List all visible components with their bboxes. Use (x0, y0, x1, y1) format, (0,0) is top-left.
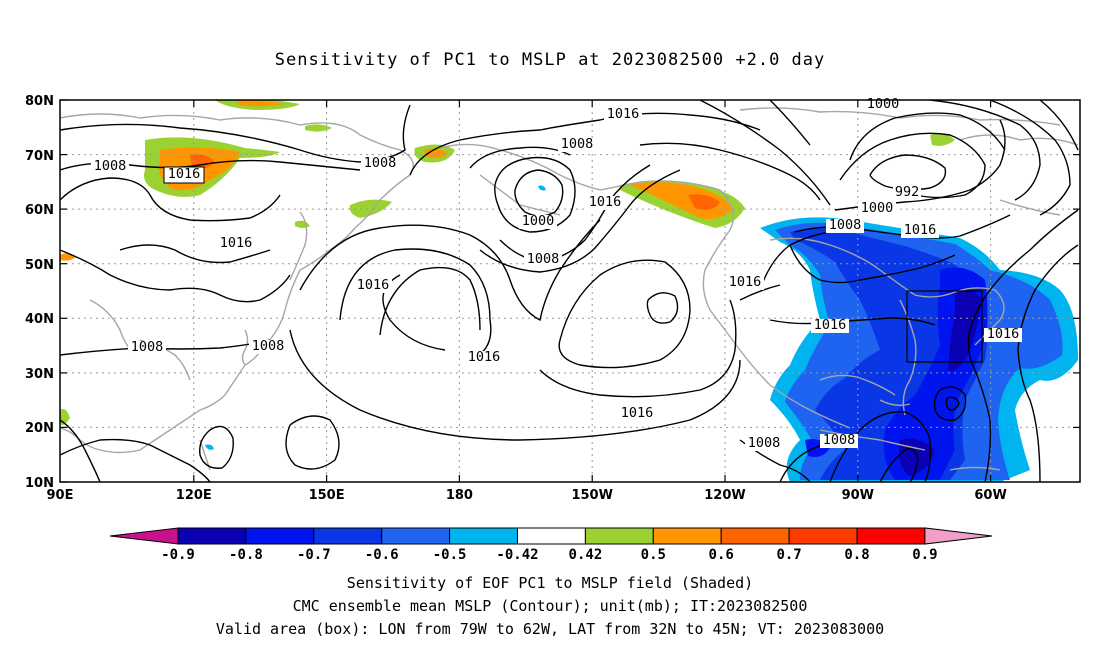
lat-label: 20N (25, 421, 54, 436)
lon-label: 150W (571, 488, 612, 503)
colorbar-label: 0.42 (569, 547, 603, 563)
map-frame (59, 99, 1081, 483)
contour-label: 992 (895, 184, 919, 200)
contour-label: 1016 (357, 277, 390, 293)
axis-ticks (60, 99, 1080, 483)
contour-label: 1008 (364, 155, 397, 171)
colorbar-swatch (856, 527, 926, 545)
colorbar-label: 0.6 (709, 547, 734, 563)
colorbar-label: -0.9 (161, 547, 195, 563)
contour-label: 1016 (220, 235, 253, 251)
latitude-labels: 80N 70N 60N 50N 40N 30N 20N 10N (25, 94, 54, 491)
coastlines (60, 107, 1079, 471)
contour-label: 1016 (607, 106, 640, 122)
caption-line-2: CMC ensemble mean MSLP (Contour); unit(m… (292, 597, 808, 615)
contour-label: 1016 (987, 326, 1020, 342)
colorbar: -0.9 -0.8 -0.7 -0.6 -0.5 -0.42 0.42 0.5 … (109, 527, 993, 563)
lat-label: 30N (25, 367, 54, 382)
colorbar-label: 0.7 (776, 547, 801, 563)
lat-label: 70N (25, 149, 54, 164)
colorbar-label: -0.42 (496, 547, 538, 563)
contour-label: 1016 (168, 166, 201, 182)
lon-label: 180 (446, 488, 473, 503)
contour-label: 1000 (522, 213, 555, 229)
lon-label: 90E (47, 488, 74, 503)
lat-label: 40N (25, 312, 54, 327)
contour-label: 1008 (561, 136, 594, 152)
map-title: Sensitivity of PC1 to MSLP at 2023082500… (274, 50, 826, 70)
colorbar-swatch (245, 527, 315, 545)
lon-label: 120W (704, 488, 745, 503)
contour-label: 1008 (131, 339, 164, 355)
contour-label: 1008 (94, 158, 127, 174)
contour-label: 1016 (729, 274, 762, 290)
lon-label: 90W (842, 488, 874, 503)
contour-label: 1016 (621, 405, 654, 421)
contour-label: 1016 (814, 317, 847, 333)
colorbar-label: -0.5 (433, 547, 467, 563)
lat-label: 10N (25, 476, 54, 491)
colorbar-swatch (177, 527, 247, 545)
caption-line-3: Valid area (box): LON from 79W to 62W, L… (215, 620, 885, 638)
contour-label: 1000 (867, 96, 900, 112)
contour-label: 1008 (829, 217, 862, 233)
contour-label: 1016 (468, 349, 501, 365)
colorbar-swatch (788, 527, 858, 545)
lon-label: 120E (176, 488, 212, 503)
colorbar-swatch (720, 527, 790, 545)
contour-label: 1016 (904, 222, 937, 238)
colorbar-swatch (517, 527, 586, 545)
colorbar-label: 0.5 (641, 547, 666, 563)
contour-label: 1000 (861, 200, 894, 216)
contour-label: 1016 (589, 194, 622, 210)
lon-label: 60W (974, 488, 1006, 503)
lat-label: 80N (25, 94, 54, 109)
contour-label: 1008 (252, 338, 285, 354)
colorbar-label: -0.6 (365, 547, 399, 563)
contour-labels: 1016 1000 1008 1008 1016 1008 992 1000 1… (91, 96, 1022, 451)
colorbar-swatch (313, 527, 383, 545)
contour-label: 1008 (823, 432, 856, 448)
lon-label: 150E (309, 488, 345, 503)
colorbar-label: 0.9 (912, 547, 937, 563)
colorbar-swatch (584, 527, 654, 545)
negative-sensitivity-shading (205, 185, 1078, 482)
contour-label: 1008 (527, 251, 560, 267)
contour-label: 1008 (748, 435, 781, 451)
colorbar-high-triangle (924, 527, 993, 545)
colorbar-label: 0.8 (844, 547, 869, 563)
lat-label: 60N (25, 203, 54, 218)
lat-label: 50N (25, 258, 54, 273)
valid-area-box (906, 290, 983, 363)
caption-line-1: Sensitivity of EOF PC1 to MSLP field (Sh… (346, 574, 754, 592)
colorbar-swatch (381, 527, 451, 545)
colorbar-label: -0.7 (297, 547, 331, 563)
colorbar-swatch (652, 527, 722, 545)
colorbar-swatch (449, 527, 519, 545)
colorbar-low-triangle (109, 527, 179, 545)
colorbar-label: -0.8 (229, 547, 263, 563)
longitude-labels: 90E 120E 150E 180 150W 120W 90W 60W (47, 488, 1007, 503)
